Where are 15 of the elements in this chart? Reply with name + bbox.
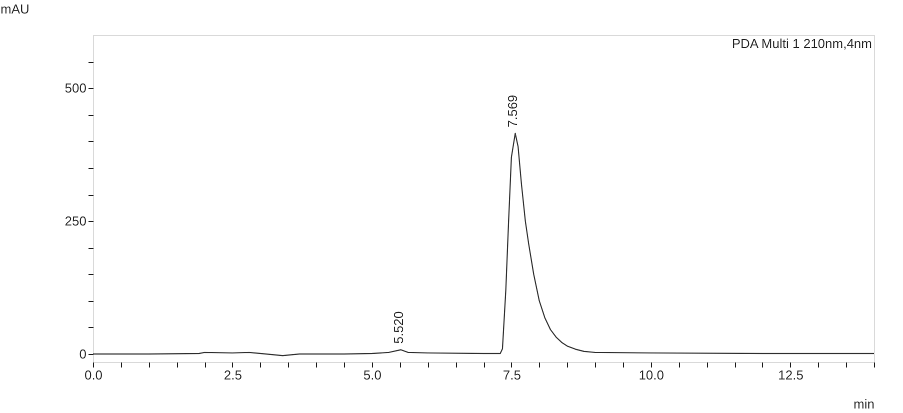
x-tick-label: 10.0	[638, 368, 664, 382]
y-tick-label: 0	[79, 346, 86, 362]
line-series	[93, 132, 874, 356]
x-tick-label: 12.5	[778, 368, 804, 382]
x-axis-title: min	[854, 396, 874, 412]
annotation: 5.520	[390, 311, 406, 344]
x-tick-label: 5.0	[363, 368, 382, 382]
y-tick-label: 500	[64, 80, 86, 96]
y-tick-label: 250	[64, 214, 86, 229]
x-tick-label: 0.0	[84, 368, 103, 382]
x-tick-label: 2.5	[224, 368, 242, 382]
annotation: PDA Multi 1 210nm,4nm	[732, 36, 872, 51]
annotation: 7.569	[505, 94, 520, 128]
x-tick-label: 7.5	[502, 368, 521, 382]
y-axis-title: mAU	[0, 2, 30, 16]
